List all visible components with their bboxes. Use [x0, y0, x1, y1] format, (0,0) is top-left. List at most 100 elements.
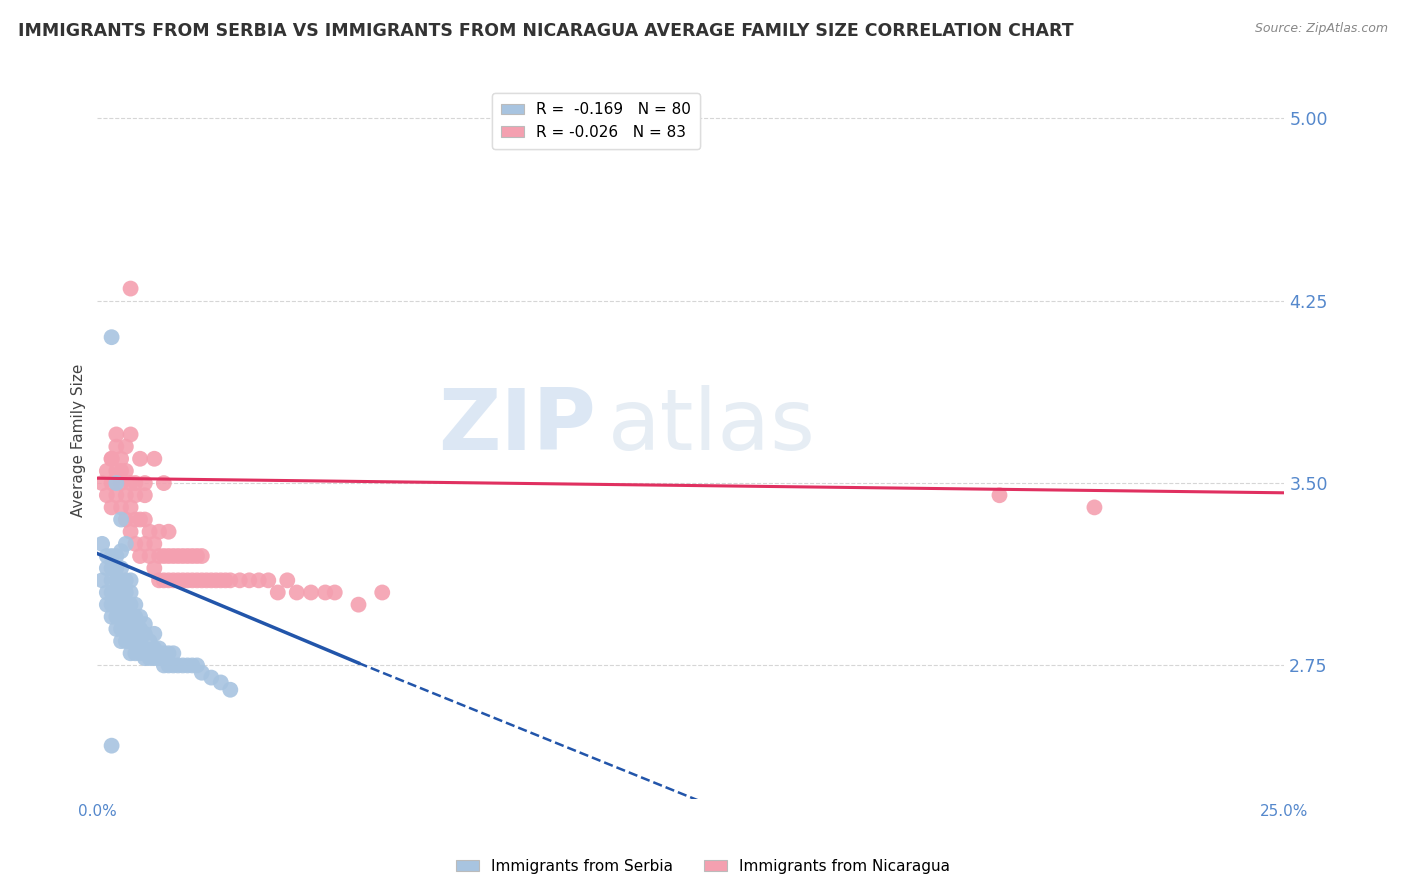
Y-axis label: Average Family Size: Average Family Size — [72, 364, 86, 517]
Point — [143, 651, 166, 665]
Point — [988, 488, 1011, 502]
Point — [134, 476, 156, 491]
Point — [115, 488, 138, 502]
Point — [181, 549, 204, 563]
Point — [186, 549, 208, 563]
Point — [100, 574, 122, 588]
Point — [100, 500, 122, 515]
Point — [200, 671, 222, 685]
Point — [110, 622, 132, 636]
Point — [120, 427, 142, 442]
Point — [110, 634, 132, 648]
Point — [120, 622, 142, 636]
Point — [167, 658, 190, 673]
Point — [176, 574, 198, 588]
Point — [115, 585, 138, 599]
Point — [120, 574, 142, 588]
Point — [143, 451, 166, 466]
Point — [105, 622, 128, 636]
Point — [138, 524, 160, 539]
Point — [157, 646, 180, 660]
Point — [1083, 500, 1105, 515]
Point — [105, 561, 128, 575]
Point — [96, 598, 118, 612]
Point — [285, 585, 308, 599]
Point — [229, 574, 252, 588]
Point — [314, 585, 336, 599]
Point — [124, 537, 146, 551]
Point — [91, 537, 114, 551]
Point — [120, 609, 142, 624]
Point — [371, 585, 394, 599]
Point — [110, 464, 132, 478]
Point — [124, 609, 146, 624]
Point — [129, 622, 152, 636]
Legend: Immigrants from Serbia, Immigrants from Nicaragua: Immigrants from Serbia, Immigrants from … — [450, 853, 956, 880]
Point — [138, 651, 160, 665]
Point — [110, 544, 132, 558]
Point — [105, 464, 128, 478]
Point — [96, 549, 118, 563]
Point — [153, 549, 176, 563]
Point — [115, 464, 138, 478]
Point — [120, 524, 142, 539]
Point — [105, 440, 128, 454]
Point — [129, 634, 152, 648]
Point — [100, 451, 122, 466]
Point — [96, 585, 118, 599]
Point — [347, 598, 370, 612]
Point — [219, 682, 242, 697]
Point — [124, 512, 146, 526]
Text: atlas: atlas — [607, 384, 815, 467]
Point — [100, 451, 122, 466]
Point — [100, 330, 122, 344]
Point — [91, 574, 114, 588]
Point — [153, 658, 176, 673]
Point — [105, 488, 128, 502]
Point — [134, 627, 156, 641]
Point — [191, 665, 214, 680]
Point — [105, 549, 128, 563]
Point — [157, 524, 180, 539]
Point — [153, 574, 176, 588]
Point — [176, 549, 198, 563]
Point — [191, 574, 214, 588]
Point — [148, 524, 170, 539]
Point — [200, 574, 222, 588]
Point — [214, 574, 236, 588]
Text: ZIP: ZIP — [439, 384, 596, 467]
Point — [134, 641, 156, 656]
Point — [134, 617, 156, 632]
Point — [124, 634, 146, 648]
Point — [124, 598, 146, 612]
Point — [167, 574, 190, 588]
Point — [143, 561, 166, 575]
Point — [209, 574, 232, 588]
Point — [100, 585, 122, 599]
Point — [323, 585, 346, 599]
Point — [138, 549, 160, 563]
Point — [299, 585, 322, 599]
Point — [100, 549, 122, 563]
Point — [110, 574, 132, 588]
Point — [115, 512, 138, 526]
Point — [110, 561, 132, 575]
Point — [134, 512, 156, 526]
Point — [148, 549, 170, 563]
Point — [205, 574, 228, 588]
Point — [276, 574, 298, 588]
Point — [110, 451, 132, 466]
Point — [105, 427, 128, 442]
Point — [96, 464, 118, 478]
Point — [115, 574, 138, 588]
Point — [186, 658, 208, 673]
Point — [115, 622, 138, 636]
Point — [134, 651, 156, 665]
Point — [172, 574, 194, 588]
Point — [105, 609, 128, 624]
Point — [167, 549, 190, 563]
Point — [162, 549, 184, 563]
Point — [157, 549, 180, 563]
Point — [153, 646, 176, 660]
Point — [110, 512, 132, 526]
